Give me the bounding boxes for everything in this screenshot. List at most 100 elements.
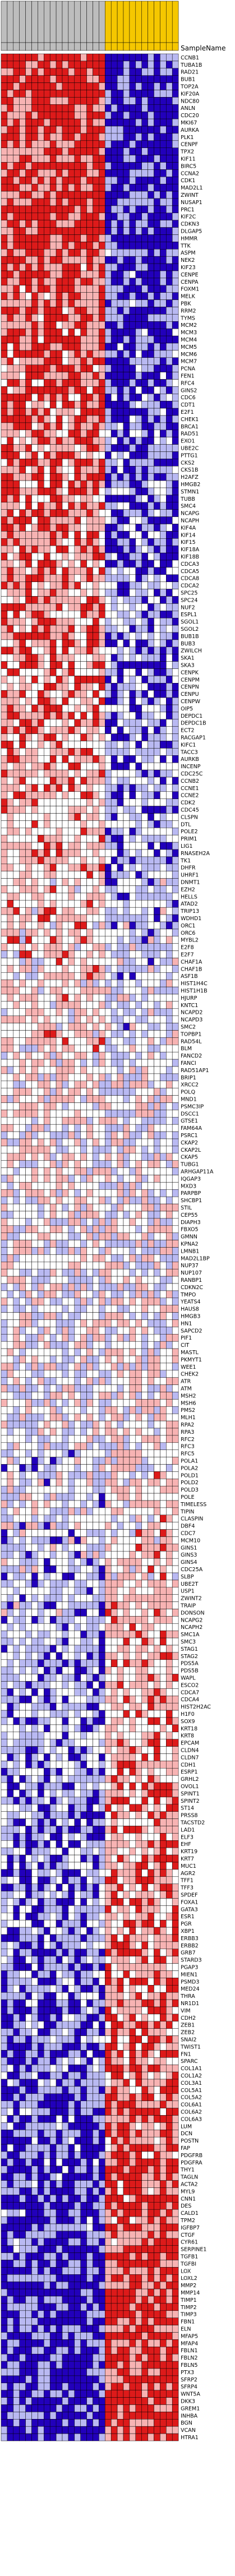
heatmap-cell [93,1203,99,1212]
heatmap-cell [129,1008,136,1016]
heatmap-cell [160,777,167,785]
heatmap-cell [49,422,57,431]
heatmap-cell [7,328,14,336]
heatmap-cell [117,480,124,488]
heatmap-cell [49,278,57,286]
heatmap-cell [148,603,154,611]
heatmap-cell [154,632,160,640]
heatmap-cell [7,755,14,763]
heatmap-cell [117,545,124,553]
heatmap-cell [105,1232,112,1240]
heatmap-cell [19,487,26,496]
heatmap-cell [38,784,44,792]
heatmap-cell [172,741,179,749]
heatmap-cell [93,1189,99,1197]
heatmap-cell [38,1138,44,1147]
heatmap-cell [123,495,130,503]
heatmap-cell [38,907,44,915]
heatmap-cell [49,1081,57,1088]
heatmap-cell [86,53,93,62]
heatmap-cell [154,68,160,76]
heatmap-cell [68,668,75,676]
heatmap-cell [80,321,87,329]
heatmap-cell [93,538,99,546]
heatmap-cell [110,328,118,336]
heatmap-cell [25,914,32,922]
heatmap-cell [1,379,8,387]
heatmap-cell [19,516,26,524]
heatmap-cell [154,936,160,944]
heatmap-cell [7,878,14,886]
gene-label: LIG1 [181,843,193,850]
heatmap-cell [44,249,50,257]
heatmap-cell [44,118,50,127]
heatmap-cell [19,524,26,532]
heatmap-cell [25,1138,32,1147]
heatmap-cell [68,545,75,553]
heatmap-cell [93,791,99,799]
heatmap-cell [74,451,81,459]
heatmap-cell [148,828,154,835]
heatmap-cell [56,1059,63,1067]
heatmap-cell [105,820,112,828]
heatmap-cell [148,531,154,539]
heatmap-cell [13,1232,20,1240]
heatmap-cell [135,676,142,684]
gene-label: PRC1 [181,207,195,213]
heatmap-cell [86,538,93,546]
heatmap-cell [38,61,44,69]
heatmap-cell [49,466,57,474]
heatmap-cell [172,343,179,351]
heatmap-cell [154,155,160,163]
heatmap-cell [172,213,179,220]
heatmap-cell [86,147,93,155]
heatmap-cell [110,856,118,865]
heatmap-cell [160,524,167,532]
gene-label: KNTC1 [181,1003,198,1009]
heatmap-cell [49,495,57,503]
heatmap-cell [105,900,112,908]
heatmap-cell [141,1131,148,1139]
heatmap-cell [7,97,14,105]
heatmap-cell [13,1110,20,1118]
heatmap-cell [110,205,118,214]
heatmap-cell [1,668,8,676]
heatmap-cell [154,777,160,785]
heatmap-cell [129,415,136,423]
heatmap-cell [49,1225,57,1233]
heatmap-cell [44,321,50,329]
heatmap-cell [31,748,38,756]
heatmap-cell [56,900,63,908]
heatmap-cell [172,893,179,901]
heatmap-cell [19,914,26,922]
heatmap-cell [166,972,173,980]
heatmap-cell [68,900,75,908]
gene-label: HELLS [181,894,197,900]
gene-label: DHFR [181,865,196,871]
heatmap-cell [166,177,173,184]
heatmap-cell [49,907,57,915]
heatmap-cell [68,1088,75,1096]
heatmap-cell [141,68,148,76]
heatmap-cell [172,90,179,98]
heatmap-cell [80,1008,87,1016]
heatmap-cell [135,335,142,344]
heatmap-cell [141,936,148,944]
heatmap-cell [25,871,32,879]
heatmap-cell [105,531,112,539]
gene-label: CKAP2L [181,1147,201,1153]
heatmap-cell [49,979,57,987]
heatmap-cell [129,183,136,192]
heatmap-cell [31,263,38,271]
heatmap-cell [110,545,118,553]
heatmap-cell [1,249,8,257]
heatmap-cell [68,647,75,654]
gene-label: BIRC5 [181,163,196,169]
heatmap-cell [141,364,148,372]
heatmap-cell [129,1081,136,1088]
heatmap-cell [166,929,173,937]
heatmap-cell [80,495,87,503]
heatmap-cell [154,545,160,553]
heatmap-cell [80,198,87,206]
heatmap-cell [105,169,112,177]
